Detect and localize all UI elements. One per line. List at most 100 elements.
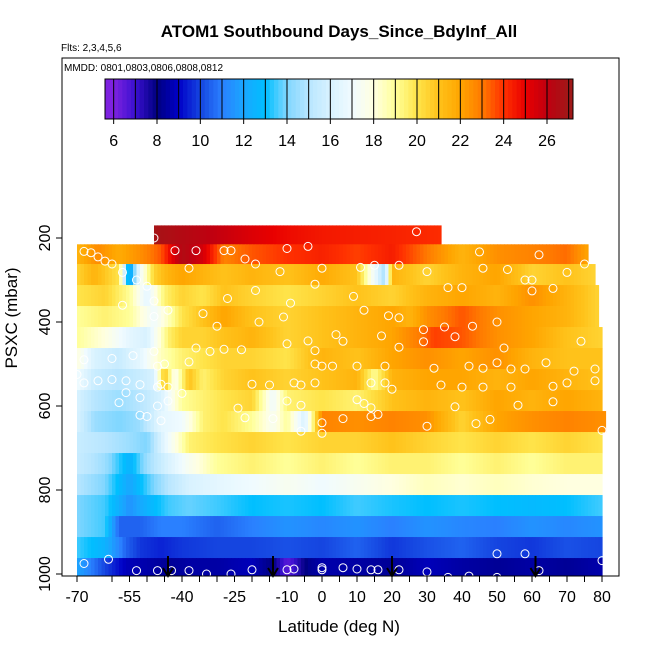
heat-cell bbox=[94, 244, 99, 265]
heat-cell bbox=[360, 225, 365, 245]
heat-cell bbox=[343, 474, 348, 496]
heat-cell bbox=[318, 411, 323, 433]
heat-cell bbox=[420, 306, 425, 328]
heat-cell bbox=[273, 495, 278, 517]
heat-cell bbox=[406, 244, 411, 265]
heat-cell bbox=[217, 264, 222, 286]
heat-cell bbox=[546, 369, 551, 391]
heat-cell bbox=[105, 390, 110, 412]
heat-cell bbox=[521, 537, 526, 559]
data-point bbox=[457, 382, 467, 392]
heat-cell bbox=[178, 516, 183, 538]
heat-cell bbox=[441, 453, 446, 475]
heat-cell bbox=[227, 306, 232, 328]
heat-cell bbox=[381, 411, 386, 433]
heat-cell bbox=[248, 244, 253, 265]
heat-cell bbox=[402, 390, 407, 412]
data-point bbox=[202, 569, 211, 576]
colorbar-segment bbox=[386, 79, 392, 119]
heat-cell bbox=[595, 306, 600, 328]
heat-cell bbox=[168, 495, 173, 517]
heat-cell bbox=[479, 369, 484, 391]
heat-cell bbox=[444, 348, 449, 370]
heat-cell bbox=[322, 516, 327, 538]
heat-cell bbox=[350, 348, 355, 370]
heat-cell bbox=[101, 306, 106, 328]
heat-cell bbox=[469, 432, 474, 454]
heat-cell bbox=[479, 348, 484, 370]
heat-cell bbox=[157, 369, 162, 391]
heat-cell bbox=[105, 327, 110, 349]
heat-cell bbox=[115, 306, 120, 328]
heat-cell bbox=[493, 327, 498, 349]
heat-cell bbox=[434, 495, 439, 517]
heat-cell bbox=[339, 474, 344, 496]
heat-cell bbox=[171, 285, 176, 307]
heat-cell bbox=[203, 244, 208, 265]
heat-cell bbox=[472, 348, 477, 370]
heat-cell bbox=[521, 558, 526, 576]
heat-cell bbox=[553, 244, 558, 265]
heat-cell bbox=[133, 306, 138, 328]
heat-cell bbox=[514, 474, 519, 496]
heat-cell bbox=[276, 474, 281, 496]
heat-cell bbox=[115, 453, 120, 475]
data-point bbox=[170, 246, 180, 256]
heat-cell bbox=[360, 411, 365, 433]
heat-cell bbox=[126, 327, 131, 349]
heat-cell bbox=[301, 432, 306, 454]
heat-cell bbox=[280, 474, 285, 496]
data-point bbox=[79, 246, 89, 256]
heat-cell bbox=[199, 306, 204, 328]
heat-cell bbox=[511, 390, 516, 412]
heat-cell bbox=[556, 432, 561, 454]
heat-cell bbox=[266, 453, 271, 475]
heat-cell bbox=[521, 244, 526, 265]
heat-cell bbox=[455, 495, 460, 517]
heat-cell bbox=[381, 225, 386, 245]
heat-cell bbox=[556, 306, 561, 328]
heat-cell bbox=[448, 369, 453, 391]
heat-cell bbox=[486, 537, 491, 559]
colorbar-segment bbox=[512, 79, 518, 119]
heat-cell bbox=[192, 264, 197, 286]
heat-cell bbox=[500, 432, 505, 454]
heat-cell bbox=[577, 537, 582, 559]
heat-cell bbox=[290, 453, 295, 475]
data-point bbox=[338, 414, 348, 424]
heat-cell bbox=[584, 516, 589, 538]
heat-cell bbox=[357, 558, 362, 576]
heat-cell bbox=[238, 369, 243, 391]
heat-cell bbox=[423, 244, 428, 265]
heat-cell bbox=[479, 453, 484, 475]
heat-cell bbox=[283, 244, 288, 265]
heat-cell bbox=[189, 264, 194, 286]
heat-cell bbox=[434, 390, 439, 412]
heat-cell bbox=[77, 244, 82, 265]
heat-cell bbox=[213, 474, 218, 496]
heat-cell bbox=[413, 432, 418, 454]
heat-cell bbox=[381, 369, 386, 391]
data-point bbox=[576, 336, 586, 346]
heat-cell bbox=[129, 390, 134, 412]
heat-cell bbox=[549, 474, 554, 496]
heat-layer bbox=[77, 327, 603, 349]
data-point bbox=[226, 246, 236, 256]
heat-cell bbox=[91, 390, 96, 412]
heat-cell bbox=[122, 453, 127, 475]
heat-cell bbox=[140, 432, 145, 454]
heat-cell bbox=[311, 225, 316, 245]
heat-cell bbox=[346, 495, 351, 517]
heat-cell bbox=[535, 390, 540, 412]
heat-cell bbox=[497, 453, 502, 475]
heat-cell bbox=[350, 327, 355, 349]
heat-cell bbox=[406, 411, 411, 433]
heat-cell bbox=[175, 390, 180, 412]
heat-cell bbox=[539, 390, 544, 412]
data-point bbox=[233, 403, 243, 413]
heat-cell bbox=[150, 327, 155, 349]
heat-cell bbox=[535, 453, 540, 475]
data-point bbox=[289, 564, 299, 574]
heat-cell bbox=[94, 390, 99, 412]
heat-cell bbox=[476, 537, 481, 559]
